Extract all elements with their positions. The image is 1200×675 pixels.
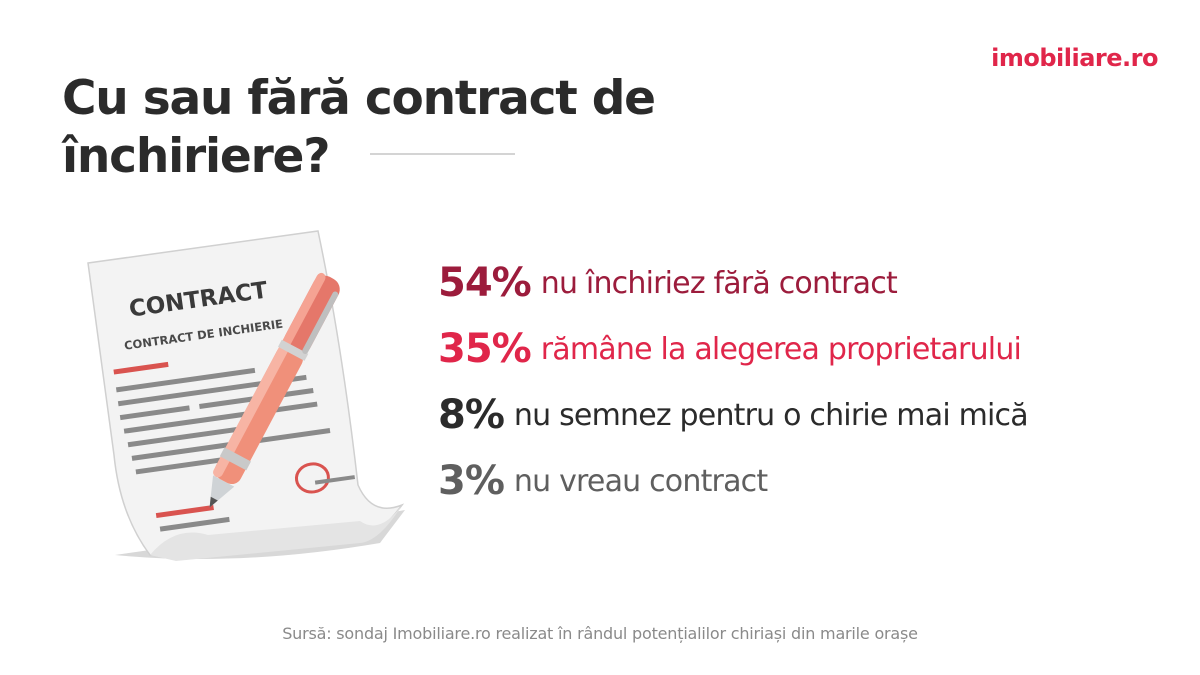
pen-icon (209, 272, 340, 508)
stat-label: nu vreau contract (513, 463, 768, 499)
contract-text-line (159, 516, 230, 532)
stat-percentage: 8% (438, 392, 505, 438)
source-note: Sursă: sondaj Imobiliare.ro realizat în … (282, 624, 918, 643)
stat-percentage: 3% (438, 458, 505, 504)
signature-line (314, 475, 356, 485)
stat-label: rămâne la alegerea proprietarului (540, 331, 1022, 367)
contract-text-line (117, 374, 307, 407)
brand-logo: imobiliare.ro (991, 44, 1158, 72)
signature-circle (294, 462, 330, 494)
contract-red-line (113, 361, 169, 375)
contract-text-line (119, 405, 190, 421)
stat-row: 3% nu vreau contract (438, 448, 1178, 514)
stat-percentage: 54% (438, 260, 532, 306)
title-divider (370, 153, 515, 155)
stat-percentage: 35% (438, 326, 532, 372)
stat-row: 54% nu închiriez fără contract (438, 250, 1178, 316)
contract-illustration: CONTRACT CONTRACT DE INCHIERIE (87, 230, 405, 561)
contract-text-line (127, 425, 248, 448)
stat-label: nu semnez pentru o chirie mai mică (513, 397, 1029, 433)
results-list: 54% nu închiriez fără contract 35% rămân… (438, 250, 1178, 514)
contract-red-line (155, 505, 214, 519)
contract-text-line (135, 454, 246, 475)
paper-curl (150, 505, 402, 561)
stat-row: 8% nu semnez pentru o chirie mai mică (438, 382, 1178, 448)
stat-label: nu închiriez fără contract (540, 265, 898, 301)
contract-text-line (115, 367, 256, 393)
stat-row: 35% rămâne la alegerea proprietarului (438, 316, 1178, 382)
page-title: Cu sau fără contract de închiriere? (62, 71, 656, 184)
